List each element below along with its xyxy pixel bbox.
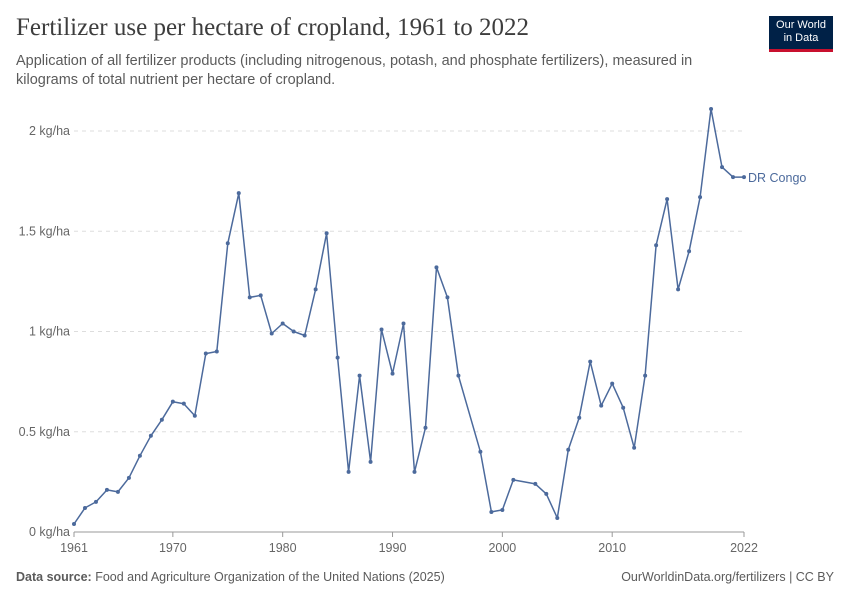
data-point <box>313 287 318 292</box>
data-point <box>390 371 395 376</box>
data-point <box>379 327 384 332</box>
data-point <box>368 459 373 464</box>
data-point <box>731 175 736 180</box>
y-tick-label: 2 kg/ha <box>29 124 70 138</box>
data-point <box>159 417 164 422</box>
data-point <box>115 489 120 494</box>
x-tick-label: 2010 <box>598 541 626 555</box>
data-point <box>742 175 746 180</box>
data-point <box>137 453 142 458</box>
data-point <box>401 321 406 326</box>
y-tick-label: 1.5 kg/ha <box>19 224 70 238</box>
data-point <box>478 449 483 454</box>
data-point <box>225 241 230 246</box>
x-tick-label: 1980 <box>269 541 297 555</box>
data-point <box>676 287 681 292</box>
data-point <box>104 487 109 492</box>
owid-logo[interactable]: Our World in Data <box>769 16 833 52</box>
data-point <box>489 509 494 514</box>
y-tick-label: 1 kg/ha <box>29 325 70 339</box>
data-point <box>203 351 208 356</box>
data-point <box>434 265 439 270</box>
x-tick-label: 1961 <box>60 541 88 555</box>
data-point <box>126 475 131 480</box>
x-tick-label: 2022 <box>730 541 758 555</box>
data-point <box>621 405 626 410</box>
data-point <box>720 165 725 170</box>
data-point <box>610 381 615 386</box>
data-point <box>599 403 604 408</box>
data-point <box>511 477 516 482</box>
data-point <box>588 359 593 364</box>
data-point <box>214 349 219 354</box>
data-point <box>192 413 197 418</box>
x-tick-label: 2000 <box>488 541 516 555</box>
data-point <box>170 399 175 404</box>
data-point <box>335 355 340 360</box>
y-tick-label: 0.5 kg/ha <box>19 425 70 439</box>
data-point <box>577 415 582 420</box>
data-point <box>423 425 428 430</box>
data-point <box>709 106 714 111</box>
data-point <box>698 195 703 200</box>
data-point <box>555 515 560 520</box>
data-point <box>533 481 538 486</box>
data-point <box>412 469 417 474</box>
data-point <box>445 295 450 300</box>
series-line <box>73 108 744 525</box>
x-tick-label: 1990 <box>379 541 407 555</box>
data-point <box>456 373 461 378</box>
data-point <box>324 231 329 236</box>
series-label: DR Congo <box>748 171 806 185</box>
data-point <box>280 321 285 326</box>
data-source: Data source: Food and Agriculture Organi… <box>16 570 445 584</box>
data-point <box>500 507 505 512</box>
data-source-text: Food and Agriculture Organization of the… <box>95 570 445 584</box>
data-point <box>291 329 296 334</box>
data-point <box>654 243 659 248</box>
data-point <box>665 197 670 202</box>
data-point <box>632 445 637 450</box>
data-point <box>544 491 549 496</box>
data-point <box>269 331 274 336</box>
data-point <box>258 293 263 298</box>
data-point <box>346 469 351 474</box>
data-point <box>687 249 692 254</box>
data-point <box>643 373 648 378</box>
chart-subtitle: Application of all fertilizer products (… <box>16 53 693 88</box>
data-point <box>247 295 252 300</box>
data-point <box>357 373 362 378</box>
data-point <box>82 505 87 510</box>
data-point <box>566 447 571 452</box>
data-point <box>302 333 307 338</box>
data-source-label: Data source: <box>16 570 92 584</box>
data-point <box>93 499 98 504</box>
logo-line-1: Our World <box>776 19 826 31</box>
x-tick-label: 1970 <box>159 541 187 555</box>
logo-line-2: in Data <box>783 32 819 44</box>
chart-title: Fertilizer use per hectare of cropland, … <box>16 14 530 41</box>
data-point <box>181 401 186 406</box>
y-tick-label: 0 kg/ha <box>29 525 70 539</box>
data-point <box>236 191 241 196</box>
data-point <box>72 521 76 526</box>
source-link[interactable]: OurWorldinData.org/fertilizers | CC BY <box>621 570 834 584</box>
data-point <box>148 433 153 438</box>
